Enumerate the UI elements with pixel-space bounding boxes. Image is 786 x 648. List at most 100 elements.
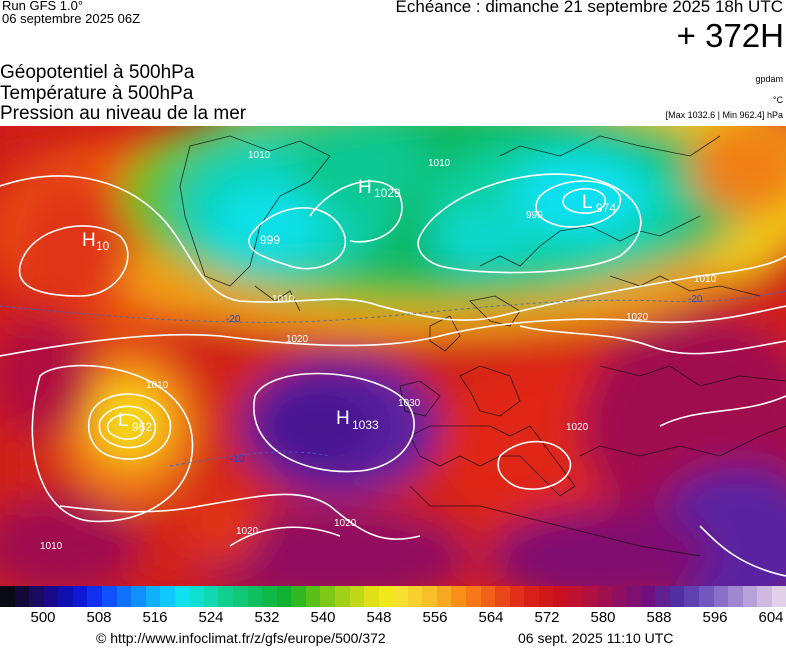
center-h-10: H 10 [82,230,110,253]
scale-tick-label: 548 [366,609,392,626]
isobar-label: 1010 [272,294,295,305]
color-swatch [116,586,132,607]
isobar-label: 1020 [236,526,259,537]
forecast-lead: + 372H [676,17,784,54]
color-swatch [480,586,496,607]
scale-tick-label: 508 [86,609,112,626]
color-swatch [203,586,219,607]
isobar-label: 1010 [248,150,271,161]
scale-tick-label: 524 [198,609,224,626]
scale-tick-label: 500 [30,609,56,626]
color-swatch [72,586,88,607]
center-type: H [358,177,372,198]
color-swatch [684,586,699,607]
color-swatch [247,586,263,607]
color-swatch [145,586,161,607]
isobar-label: 1010 [428,158,451,169]
isotherm-label: -10 [230,454,245,465]
color-swatch [364,586,379,607]
isobars [0,173,786,577]
isobar-label: 1020 [566,422,589,433]
scale-tick-label: 580 [590,609,616,626]
color-swatch [538,586,554,607]
color-swatch [160,586,175,607]
center-type: H [336,408,350,429]
color-scale-ticks: 500 508 516 524 532 540 548 556 564 572 580 588 596 6… [0,609,786,629]
color-swatch [699,586,714,607]
color-swatch [436,586,452,607]
scale-tick-label: 532 [254,609,280,626]
center-value: 999 [260,233,280,247]
color-swatch [742,586,758,607]
color-swatch [29,586,44,607]
color-swatch [101,586,117,607]
center-value: 962 [132,420,152,434]
center-type: L [582,192,593,213]
center-type: H [82,230,96,251]
isobar-label: 1010 [40,541,63,552]
color-swatch [393,586,408,607]
color-swatch [87,586,102,607]
color-swatch [334,586,350,607]
scale-tick-label: 596 [702,609,728,626]
center-l-962: L 962 [118,410,152,434]
color-swatch [757,586,772,607]
title-geopotential: Géopotentiel à 500hPa [0,62,195,83]
scale-tick-label: 540 [310,609,336,626]
center-value: 10 [96,239,110,253]
color-swatch [291,586,306,607]
center-value: 974 [596,201,616,215]
isobar-label: 1010 [146,380,169,391]
center-h-1029: H 1029 [358,177,401,200]
color-swatch [509,586,525,607]
pressure-centers: H 1029 L 974 999 H 1033 L 962 H 10 [82,177,616,434]
color-swatch [553,586,568,607]
color-swatch [320,586,335,607]
isobar-label: 1030 [398,398,421,409]
color-swatch [131,586,146,607]
color-swatch [276,586,292,607]
color-swatch [713,586,729,607]
isotherm-label: -20 [226,314,241,325]
isobar-label: 1020 [626,312,649,323]
temperature-isotherms [0,290,786,467]
center-type: L [118,410,129,431]
color-swatch [58,586,73,607]
color-swatch [495,586,510,607]
color-swatch [14,586,30,607]
center-value: 1033 [352,418,379,432]
isobar-label: 990 [526,210,543,221]
isobar-labels: 1010 1010 1010 1010 1010 1010 1020 1020 … [40,150,717,552]
color-swatch [174,586,190,607]
color-swatch [0,586,15,607]
isobar-label: 1020 [334,518,357,529]
color-swatch [189,586,204,607]
source-url: © http://www.infoclimat.fr/z/gfs/europe/… [96,630,386,646]
color-swatch [728,586,743,607]
run-date: 06 septembre 2025 06Z [2,11,141,26]
color-swatch [771,586,786,607]
scale-tick-label: 564 [478,609,504,626]
color-swatch [349,586,365,607]
isobar-label: 1020 [286,334,309,345]
color-swatch [218,586,233,607]
color-scale-bar [0,586,786,607]
color-swatch [233,586,248,607]
forecast-map: H 1029 L 974 999 H 1033 L 962 H 10 1010 … [0,126,786,586]
units-gpdam: gpdam [755,74,783,84]
scale-tick-label: 588 [646,609,672,626]
valid-time: Echéance : dimanche 21 septembre 2025 18… [395,0,783,16]
color-swatch [669,586,685,607]
isobar-label: 1010 [694,274,717,285]
center-l-999: 999 [260,233,280,247]
pressure-max-min: [Max 1032.6 | Min 962.4] hPa [665,110,783,120]
center-l-974: L 974 [582,192,616,215]
color-swatch [378,586,394,607]
title-pressure: Pression au niveau de la mer [0,103,247,124]
color-swatch [582,586,598,607]
color-swatch [305,586,321,607]
units-celsius: °C [772,95,783,105]
color-swatch [407,586,423,607]
geopotential-field [0,126,786,586]
scale-tick-label: 604 [758,609,784,626]
